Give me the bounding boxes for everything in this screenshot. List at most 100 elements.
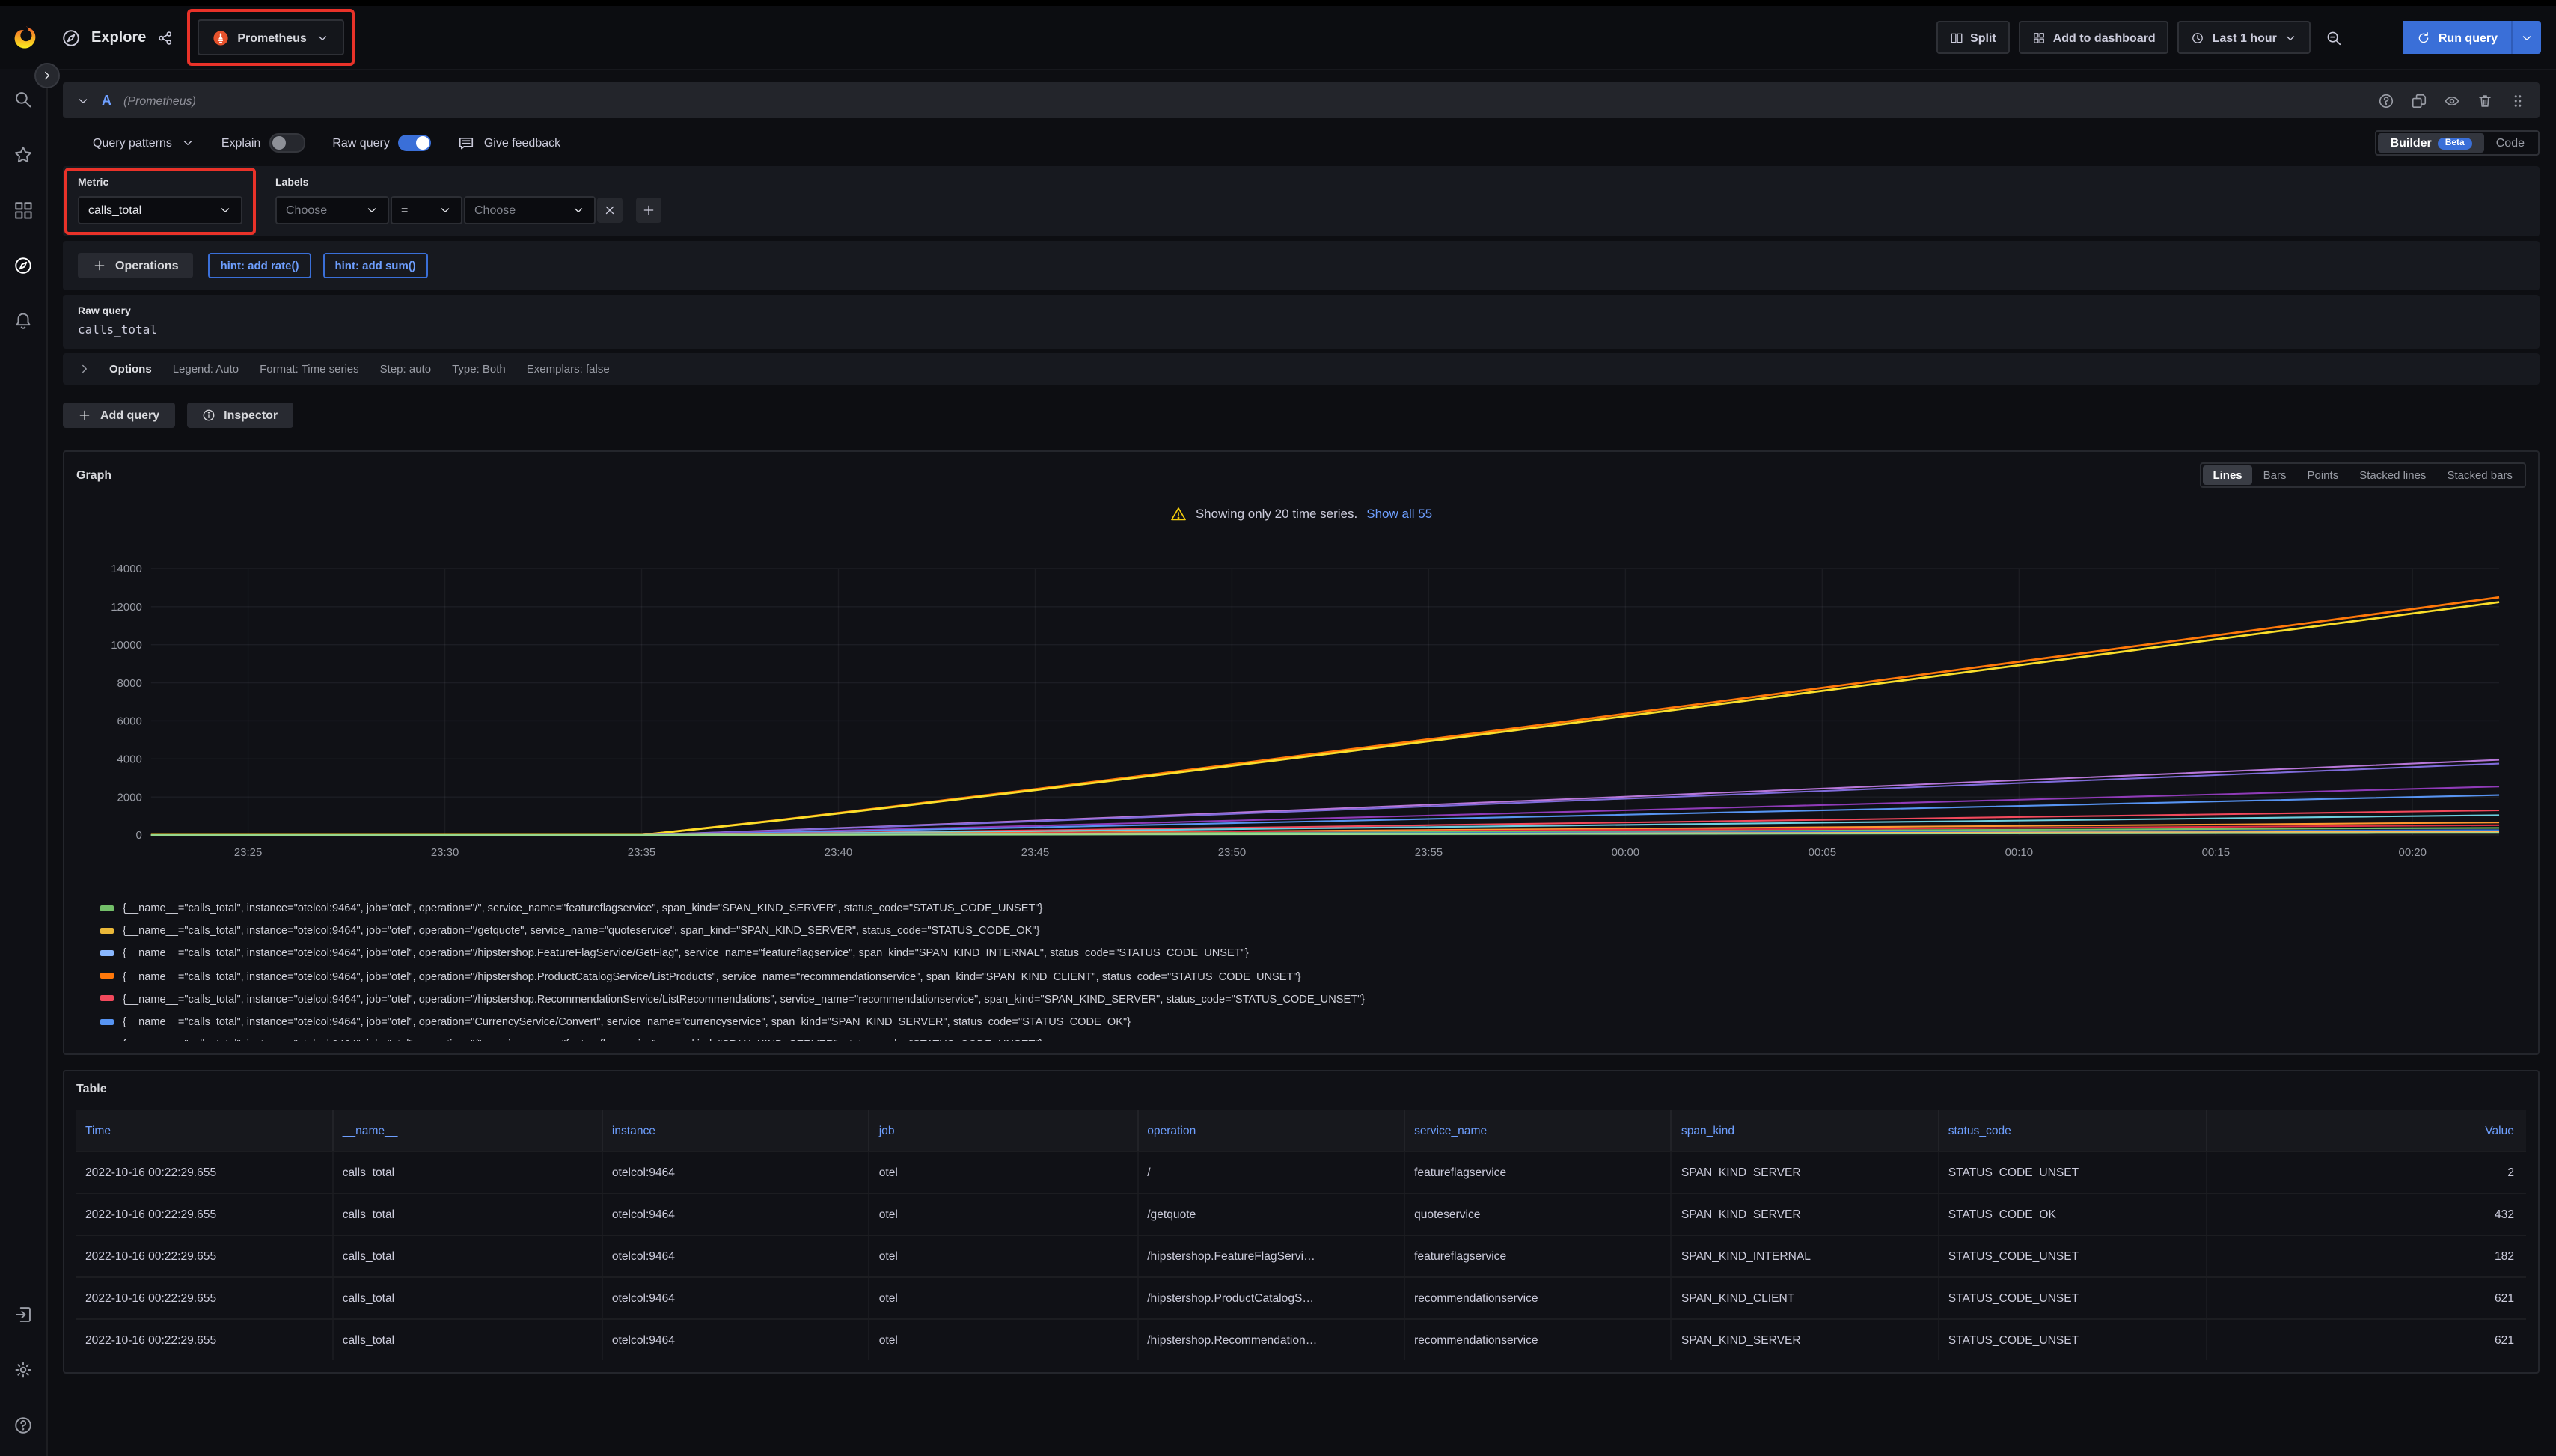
starred-icon[interactable] <box>13 145 33 165</box>
svg-text:12000: 12000 <box>111 601 142 614</box>
grafana-logo[interactable] <box>12 23 40 52</box>
options-section[interactable]: Options Legend: AutoFormat: Time seriesS… <box>63 353 2540 385</box>
chevron-down-icon <box>572 204 585 217</box>
remove-label-filter-button[interactable] <box>597 198 623 223</box>
add-label-filter-button[interactable] <box>636 198 661 223</box>
chevron-down-icon <box>2520 31 2534 44</box>
query-help-icon[interactable] <box>2378 92 2394 108</box>
code-mode-button[interactable]: Code <box>2484 133 2537 153</box>
settings-gear-icon[interactable] <box>13 1360 33 1380</box>
search-minus-icon <box>2326 29 2343 46</box>
editor-mode-switcher: Builder Beta Code <box>2376 130 2540 156</box>
options-summary-item: Format: Time series <box>260 362 359 376</box>
zoom-out-button[interactable] <box>2320 29 2349 46</box>
raw-query-switch[interactable] <box>399 135 432 151</box>
legend-label: {__name__="calls_total", instance="otelc… <box>123 946 1249 960</box>
plus-icon <box>642 204 655 217</box>
table-cell: STATUS_CODE_UNSET <box>1939 1236 2208 1276</box>
duplicate-query-icon[interactable] <box>2411 92 2427 108</box>
hide-response-eye-icon[interactable] <box>2444 92 2460 108</box>
query-patterns-dropdown[interactable]: Query patterns <box>93 136 195 150</box>
table-row-4: 2022-10-16 00:22:29.655calls_totalotelco… <box>76 1318 2526 1360</box>
table-column-header-job[interactable]: job <box>870 1110 1139 1151</box>
explain-switch[interactable] <box>269 133 305 153</box>
table-cell: otel <box>870 1236 1139 1276</box>
query-toolbar: Query patterns Explain Raw query Give fe… <box>63 118 2540 166</box>
table-column-header-operation[interactable]: operation <box>1138 1110 1405 1151</box>
timeseries-chart[interactable]: 0200040006000800010000120001400023:2523:… <box>76 539 2526 883</box>
graph-mode-lines[interactable]: Lines <box>2202 465 2252 485</box>
main-content: A (Prometheus) Query patterns <box>46 70 2556 1374</box>
table-column-header-spankind[interactable]: span_kind <box>1672 1110 1939 1151</box>
share-icon[interactable] <box>156 29 173 46</box>
table-column-header-value[interactable]: Value <box>2207 1110 2526 1151</box>
graph-mode-stacked-bars[interactable]: Stacked bars <box>2436 465 2523 485</box>
table-column-header-servicename[interactable]: service_name <box>1405 1110 1672 1151</box>
label-value-select[interactable]: Choose <box>464 196 596 224</box>
add-to-dashboard-button[interactable]: Add to dashboard <box>2019 21 2169 54</box>
legend-item-2[interactable]: {__name__="calls_total", instance="otelc… <box>100 942 2526 964</box>
raw-query-toggle[interactable]: Raw query <box>332 135 432 151</box>
legend-label: {__name__="calls_total", instance="otelc… <box>123 901 1042 914</box>
legend-item-4[interactable]: {__name__="calls_total", instance="otelc… <box>100 988 2526 1010</box>
sidebar-expand-button[interactable] <box>34 63 60 88</box>
query-datasource-note: (Prometheus) <box>123 94 196 107</box>
add-query-button[interactable]: Add query <box>63 403 174 428</box>
query-row-header[interactable]: A (Prometheus) <box>63 82 2540 118</box>
table-column-header-name[interactable]: __name__ <box>334 1110 603 1151</box>
svg-text:00:10: 00:10 <box>2005 846 2033 859</box>
legend-item-overflow[interactable]: {__name__="calls_total", instance="otelc… <box>100 1033 2526 1041</box>
legend-item-3[interactable]: {__name__="calls_total", instance="otelc… <box>100 964 2526 987</box>
query-hint-button-0[interactable]: hint: add rate() <box>208 253 311 278</box>
table-cell: 2 <box>2207 1152 2526 1193</box>
table-header-row: Time__name__instancejoboperationservice_… <box>76 1110 2526 1151</box>
add-operations-button[interactable]: Operations <box>78 253 193 278</box>
help-icon[interactable] <box>13 1416 33 1435</box>
sign-in-icon[interactable] <box>13 1305 33 1324</box>
graph-mode-points[interactable]: Points <box>2297 465 2349 485</box>
legend-item-0[interactable]: {__name__="calls_total", instance="otelc… <box>100 896 2526 919</box>
page-title: Explore <box>91 29 146 46</box>
builder-mode-button[interactable]: Builder Beta <box>2379 133 2484 153</box>
search-icon[interactable] <box>13 90 33 109</box>
graph-mode-bars[interactable]: Bars <box>2253 465 2297 485</box>
collapse-chevron-icon[interactable] <box>76 94 90 107</box>
explain-toggle[interactable]: Explain <box>221 133 306 153</box>
chevron-right-icon <box>78 362 91 376</box>
time-range-picker[interactable]: Last 1 hour <box>2178 21 2311 54</box>
table-cell: 2022-10-16 00:22:29.655 <box>76 1320 334 1360</box>
graph-panel-title: Graph <box>76 468 111 482</box>
legend-swatch <box>100 905 114 911</box>
explore-icon[interactable] <box>13 256 33 275</box>
metric-select[interactable]: calls_total <box>78 196 242 224</box>
datasource-picker[interactable]: Prometheus <box>197 19 343 55</box>
query-ref-id[interactable]: A <box>102 93 111 108</box>
svg-text:8000: 8000 <box>117 677 142 690</box>
label-key-select[interactable]: Choose <box>275 196 389 224</box>
remove-query-trash-icon[interactable] <box>2477 92 2493 108</box>
chevron-down-icon <box>365 204 379 217</box>
alerting-bell-icon[interactable] <box>13 311 33 331</box>
query-hint-button-1[interactable]: hint: add sum() <box>322 253 427 278</box>
table-row-1: 2022-10-16 00:22:29.655calls_totalotelco… <box>76 1193 2526 1235</box>
table-column-header-statuscode[interactable]: status_code <box>1939 1110 2208 1151</box>
inspector-button[interactable]: Inspector <box>186 403 293 428</box>
table-cell: /hipstershop.ProductCatalogS… <box>1138 1278 1405 1318</box>
dashboards-icon[interactable] <box>13 201 33 220</box>
table-cell: / <box>1138 1152 1405 1193</box>
table-cell: 2022-10-16 00:22:29.655 <box>76 1194 334 1235</box>
run-query-button[interactable]: Run query <box>2358 21 2541 54</box>
legend-item-1[interactable]: {__name__="calls_total", instance="otelc… <box>100 919 2526 941</box>
label-operator-select[interactable]: = <box>391 196 462 224</box>
table-column-header-time[interactable]: Time <box>76 1110 334 1151</box>
legend-item-5[interactable]: {__name__="calls_total", instance="otelc… <box>100 1010 2526 1033</box>
drag-handle-icon[interactable] <box>2510 92 2526 108</box>
split-button[interactable]: Split <box>1936 21 2010 54</box>
raw-query-label: Raw query <box>78 307 2525 317</box>
give-feedback-link[interactable]: Give feedback <box>459 135 560 151</box>
run-query-dropdown[interactable] <box>2511 21 2541 54</box>
graph-mode-stacked-lines[interactable]: Stacked lines <box>2349 465 2436 485</box>
table-column-header-instance[interactable]: instance <box>603 1110 870 1151</box>
show-all-series-link[interactable]: Show all 55 <box>1366 506 1432 521</box>
breadcrumb: Explore <box>61 28 173 47</box>
